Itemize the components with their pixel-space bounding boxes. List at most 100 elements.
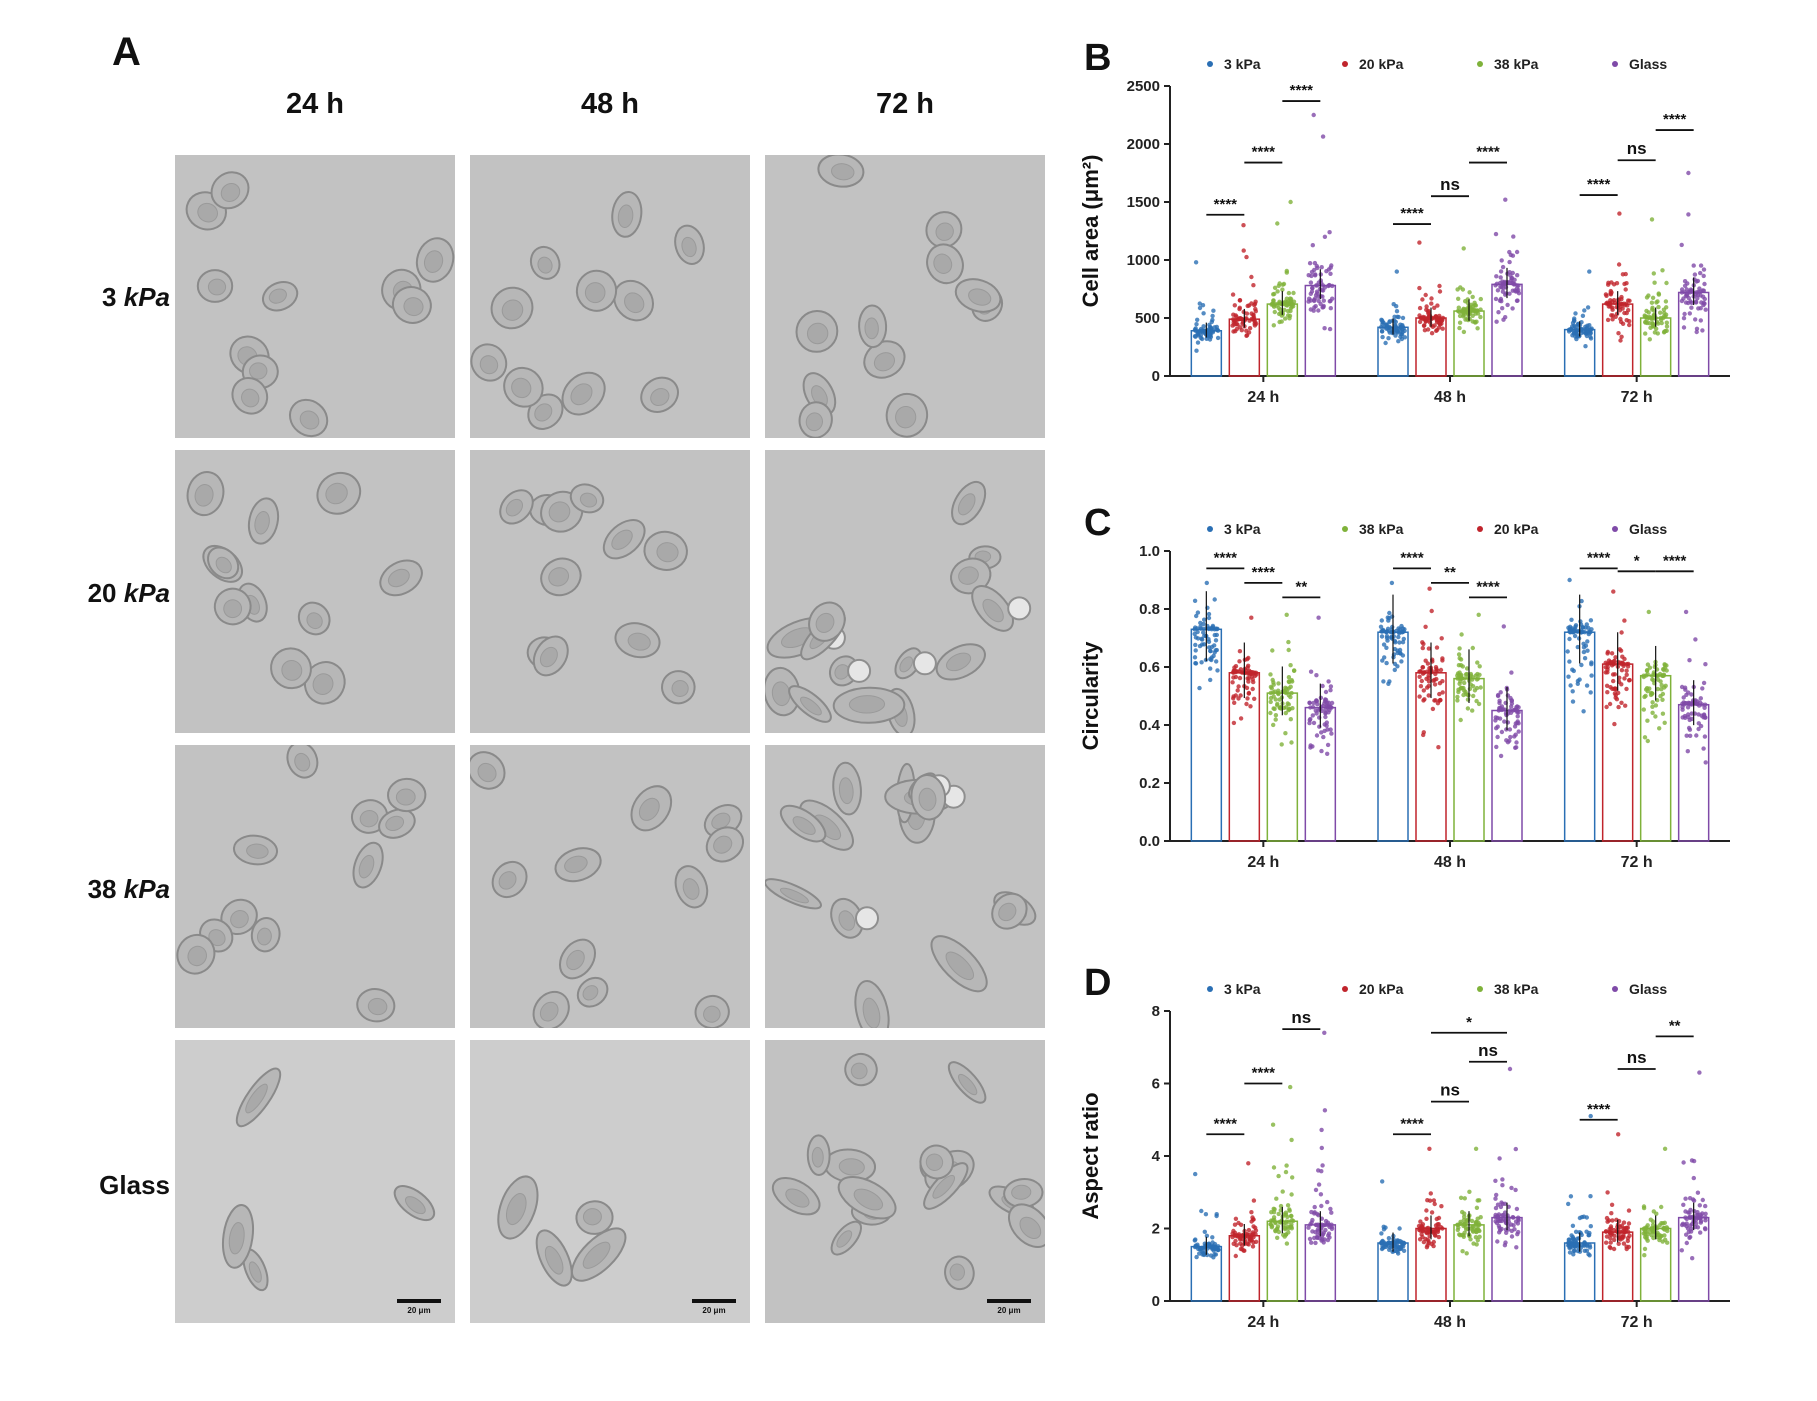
data-point: [1659, 1204, 1664, 1210]
data-point: [1470, 675, 1475, 680]
data-point: [1286, 1230, 1291, 1235]
data-point: [1613, 655, 1618, 660]
data-point: [1324, 720, 1329, 725]
data-point: [1514, 249, 1520, 255]
data-point: [1397, 1226, 1402, 1231]
data-point: [1397, 647, 1403, 653]
data-point: [1661, 672, 1667, 677]
data-point: [1604, 704, 1609, 710]
data-point: [1386, 1236, 1392, 1241]
data-point: [1273, 713, 1279, 718]
scale-bar-label: 20 μm: [407, 1306, 431, 1315]
data-point: [1275, 703, 1280, 708]
data-point: [1582, 630, 1587, 635]
data-point: [1660, 691, 1666, 697]
data-point: [1316, 308, 1321, 313]
data-point: [1501, 624, 1506, 629]
data-point: [1193, 1171, 1198, 1177]
data-point: [1429, 331, 1435, 336]
micrograph-tile: [470, 450, 750, 733]
data-point: [1457, 681, 1462, 686]
data-point: [1648, 325, 1653, 330]
data-point: [1232, 1230, 1238, 1235]
data-point: [1493, 1178, 1498, 1183]
data-point: [1580, 625, 1585, 630]
data-point: [1423, 319, 1429, 324]
data-point: [1478, 296, 1483, 302]
data-point: [1461, 1223, 1466, 1229]
data-point: [1687, 311, 1692, 316]
data-point: [1311, 112, 1316, 118]
data-point: [1700, 686, 1705, 691]
data-point: [1424, 1216, 1429, 1221]
data-point: [1455, 698, 1460, 703]
data-point: [1565, 649, 1570, 654]
data-point: [1475, 676, 1481, 681]
data-point: [1423, 292, 1428, 298]
data-point: [1250, 1244, 1256, 1249]
data-point: [1251, 1217, 1256, 1222]
panel-label-a: A: [112, 30, 141, 74]
data-point: [1237, 649, 1243, 654]
data-point: [1584, 1215, 1589, 1220]
data-point: [1210, 1246, 1215, 1252]
data-point: [1400, 630, 1405, 635]
data-point: [1193, 635, 1199, 640]
data-point: [1683, 715, 1688, 720]
data-point: [1572, 316, 1577, 321]
data-point: [1510, 306, 1515, 311]
data-point: [1428, 1191, 1433, 1196]
data-point: [1462, 1196, 1467, 1201]
data-point: [1198, 620, 1203, 626]
data-point: [1701, 267, 1707, 272]
data-point: [1571, 1252, 1576, 1257]
data-point: [1700, 288, 1705, 293]
data-point: [1456, 663, 1462, 668]
data-point: [1313, 1229, 1318, 1235]
data-point: [1685, 1226, 1691, 1231]
cell-image: [470, 745, 750, 1028]
data-point: [1250, 686, 1255, 692]
legend-entry: 3 kPa: [1224, 521, 1261, 537]
data-point: [1271, 1215, 1277, 1220]
micrograph-tile: [765, 450, 1045, 733]
data-point: [1627, 1233, 1632, 1238]
data-point: [1381, 642, 1387, 647]
data-point: [1649, 217, 1655, 222]
data-point: [1315, 291, 1320, 296]
data-point: [1314, 673, 1319, 678]
data-point: [1384, 326, 1389, 331]
data-point: [1423, 624, 1428, 629]
data-point: [1692, 1216, 1697, 1221]
data-point: [1249, 1210, 1254, 1215]
legend-marker: [1477, 526, 1483, 532]
data-point: [1500, 289, 1506, 294]
data-point: [1326, 267, 1332, 272]
data-point: [1246, 679, 1251, 684]
legend-entry: 20 kPa: [1359, 56, 1404, 72]
data-point: [1285, 1203, 1291, 1208]
data-point: [1610, 686, 1615, 691]
data-point: [1703, 760, 1708, 765]
data-point: [1659, 320, 1664, 326]
cell-image: [765, 155, 1045, 438]
data-point: [1282, 1234, 1287, 1239]
data-point: [1617, 647, 1622, 652]
y-tick-label: 0: [1152, 368, 1160, 385]
data-point: [1273, 1228, 1278, 1233]
data-point: [1434, 645, 1440, 650]
scale-bar-line: [987, 1299, 1031, 1303]
data-point: [1288, 717, 1293, 722]
data-point: [1380, 319, 1385, 325]
data-point: [1201, 621, 1206, 627]
data-point: [1244, 328, 1249, 333]
data-point: [1698, 306, 1703, 311]
data-point: [1569, 327, 1574, 332]
data-point: [1232, 1222, 1238, 1227]
micrograph-tile: [470, 745, 750, 1028]
data-point: [1650, 1229, 1656, 1234]
scale-bar: 20 μm: [987, 1299, 1031, 1315]
data-point: [1516, 287, 1521, 293]
data-point: [1421, 698, 1426, 703]
data-point: [1625, 1238, 1630, 1244]
